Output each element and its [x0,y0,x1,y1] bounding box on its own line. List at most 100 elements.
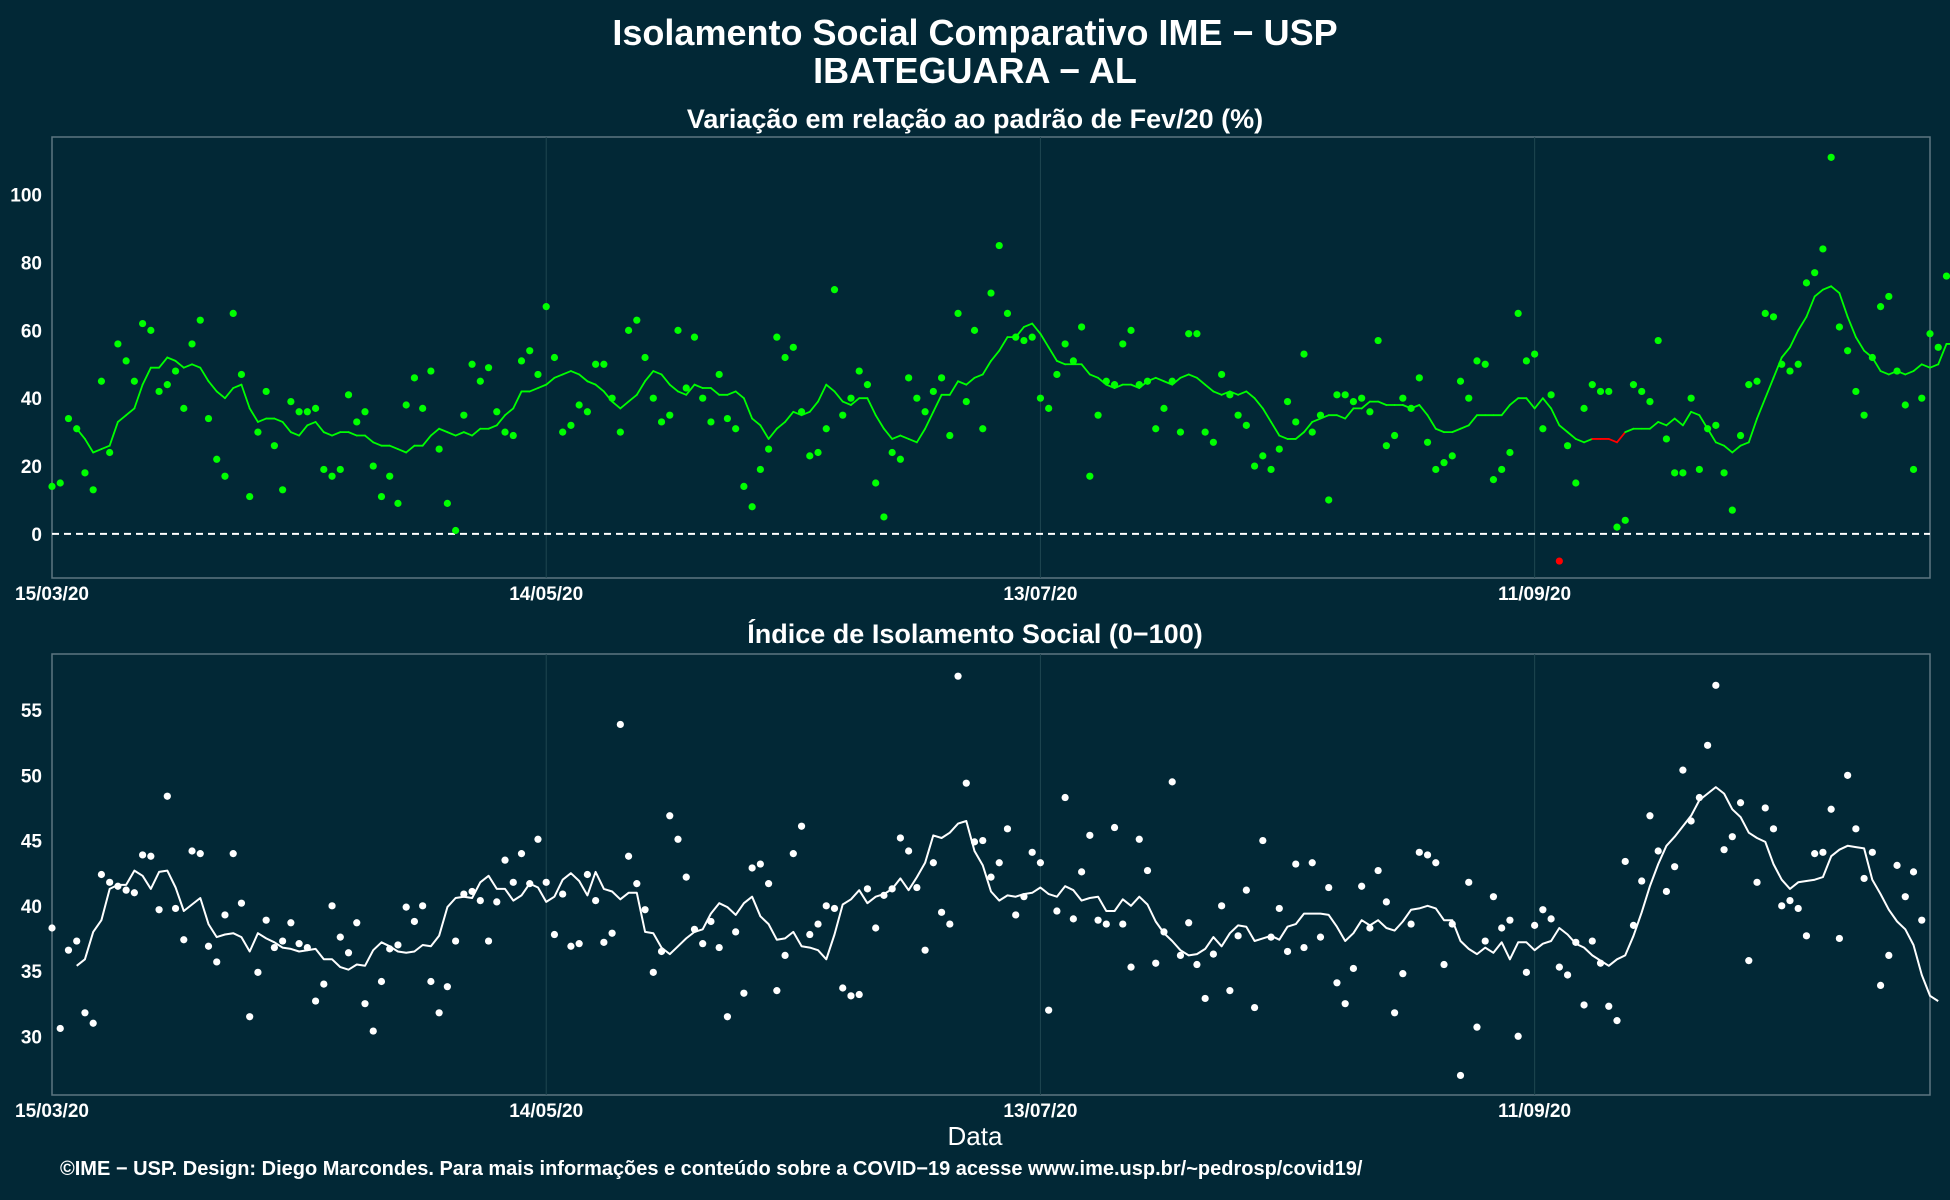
data-point [81,1009,89,1017]
data-point [690,333,699,341]
data-point [1860,874,1868,883]
data-point [1135,835,1143,843]
data-point [1736,799,1745,807]
data-point [1580,404,1588,412]
moving-average-segment [611,400,622,410]
data-point [1704,741,1712,749]
data-point [1918,394,1926,402]
data-point [377,492,386,501]
data-point [542,303,550,311]
moving-average-segment [602,390,614,403]
moving-average-segment [1113,383,1124,389]
data-point [1086,472,1094,480]
moving-average-segment [1509,397,1520,406]
data-point [1613,523,1621,531]
y-tick-label: 100 [10,186,42,207]
data-point [781,353,789,362]
moving-average-segment [1039,332,1050,349]
data-point [657,418,666,426]
data-point [1802,279,1811,287]
data-point [946,431,954,440]
data-point [1069,915,1077,923]
data-point [616,428,624,436]
moving-average-segment [1138,380,1149,389]
moving-average-segment [273,417,284,423]
data-point [1110,823,1119,832]
data-point [1736,431,1745,440]
moving-average-segment [75,427,86,440]
data-point [1028,333,1036,341]
data-point [410,917,419,926]
moving-average-segment [207,380,218,393]
moving-average-segment [116,414,128,423]
moving-average-segment [528,387,539,393]
data-point [163,381,171,389]
data-point [48,924,56,932]
data-point [995,859,1003,867]
footer-credit: ©IME − USP. Design: Diego Marcondes. Par… [60,1158,1363,1180]
data-point [122,357,130,365]
data-point [1811,269,1819,277]
data-point [476,896,484,905]
data-point [534,835,542,843]
data-point [410,374,419,382]
moving-average-segment [1500,404,1511,417]
y-tick-label: 50 [21,766,42,787]
moving-average-segment [1657,421,1668,427]
data-point [1671,863,1679,871]
data-point [1465,878,1473,886]
data-point [509,878,517,886]
data-point [1292,418,1300,426]
data-point [979,425,987,433]
data-point [114,340,122,348]
data-point [246,492,254,501]
data-point [1720,469,1728,477]
data-point [386,472,394,480]
data-point [896,834,904,842]
data-point [1176,951,1185,959]
data-point [1292,860,1300,868]
data-point [1621,516,1629,524]
data-point [666,812,674,820]
moving-average-segment [866,397,877,417]
data-point [1572,479,1580,487]
data-point [748,864,756,872]
moving-average-segment [1649,421,1660,430]
moving-average-segment [1344,407,1355,420]
data-point [1918,916,1926,924]
data-point [1300,350,1308,358]
data-point [1695,465,1703,474]
moving-average-segment [215,390,226,400]
data-point [1102,920,1110,928]
data-point [822,425,830,433]
data-point [402,401,410,409]
data-point [81,469,89,477]
y-tick-label: 55 [21,701,43,722]
data-point [1456,1071,1465,1080]
moving-average-segment [1822,285,1833,291]
moving-average-segment [1294,431,1305,440]
data-point [1654,336,1662,345]
moving-average-segment [1756,397,1767,420]
data-point [254,428,262,436]
data-point [559,890,567,898]
data-point [435,1009,443,1017]
data-point [1127,326,1135,334]
data-point [1250,1003,1259,1012]
data-point [1053,370,1061,379]
moving-average-segment [1780,346,1791,359]
data-point [781,951,789,959]
data-point [732,425,740,433]
moving-average-segment [1698,414,1709,430]
data-point [1876,981,1885,990]
moving-average-segment [841,400,852,406]
moving-average-segment [1731,444,1742,454]
data-point [213,958,221,966]
data-point [839,984,847,992]
data-point [954,672,962,680]
data-point [822,902,830,910]
data-point [1382,898,1390,906]
data-point [1522,968,1530,976]
moving-average-segment [1105,383,1116,389]
